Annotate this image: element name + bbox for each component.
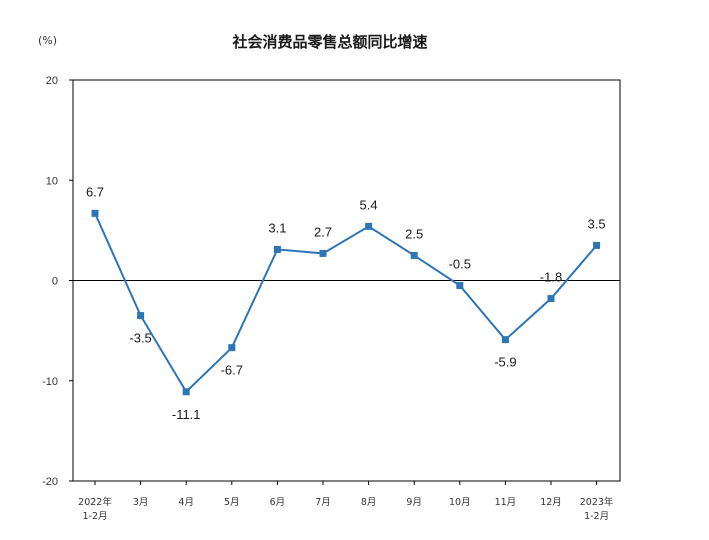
data-label: 6.7: [86, 184, 104, 199]
x-tick-label: 8月: [361, 497, 377, 508]
data-label: -1.8: [540, 270, 562, 285]
x-tick-label: 6月: [270, 497, 286, 508]
data-point-marker: [273, 245, 281, 253]
data-label: 2.5: [405, 226, 423, 241]
x-tick-label: 12月: [540, 497, 562, 508]
x-tick-label: 7月: [315, 497, 331, 508]
y-tick-label: 10: [46, 175, 58, 187]
data-points: [91, 209, 601, 396]
x-tick-label: 4月: [178, 497, 194, 508]
data-point-marker: [547, 295, 555, 303]
data-point-marker: [456, 282, 464, 290]
y-tick-label: 20: [46, 75, 58, 87]
data-point-marker: [501, 336, 509, 344]
y-axis: 20 10 0 -10 -20: [42, 75, 73, 488]
data-label: 5.4: [360, 197, 378, 212]
data-label: 3.5: [588, 216, 606, 231]
data-label: 3.1: [268, 220, 286, 235]
x-tick-label: 1-2月: [82, 511, 107, 522]
data-point-marker: [137, 312, 145, 320]
data-labels: 6.7 -3.5 -11.1 -6.7 3.1 2.7 5.4 2.5 -0.5 -5.9 -1.8…: [86, 184, 606, 421]
y-tick-label: -10: [42, 376, 58, 388]
data-label: -3.5: [129, 331, 151, 346]
data-point-marker: [593, 241, 601, 249]
data-point-marker: [410, 251, 418, 259]
x-tick-label: 1-2月: [584, 511, 609, 522]
data-point-marker: [365, 222, 373, 230]
chart-title: 社会消费品零售总额同比增速: [231, 33, 427, 51]
data-label: -0.5: [449, 257, 471, 272]
x-tick-label: 10月: [449, 497, 471, 508]
series-line: [94, 212, 598, 394]
data-point-marker: [182, 388, 190, 396]
x-tick-label: 2022年: [78, 496, 112, 508]
x-tick-label: 9月: [406, 497, 422, 508]
x-axis: 2022年 1-2月 3月 4月 5月 6月 7月 8月 9月 10月 11月 12月 2023年 1-2…: [78, 481, 614, 522]
data-point-marker: [91, 209, 99, 217]
x-tick-label: 5月: [224, 497, 240, 508]
data-label: -6.7: [221, 363, 243, 378]
data-label: -11.1: [172, 407, 201, 422]
y-unit-label: (%): [38, 34, 57, 47]
y-tick-label: -20: [42, 476, 58, 488]
x-tick-label: 3月: [133, 497, 149, 508]
y-tick-label: 0: [52, 276, 58, 288]
data-point-marker: [228, 344, 236, 352]
data-point-marker: [319, 249, 327, 257]
x-tick-label: 11月: [495, 497, 517, 508]
data-label: 2.7: [314, 224, 332, 239]
data-label: -5.9: [494, 355, 516, 370]
x-tick-label: 2023年: [580, 496, 614, 508]
